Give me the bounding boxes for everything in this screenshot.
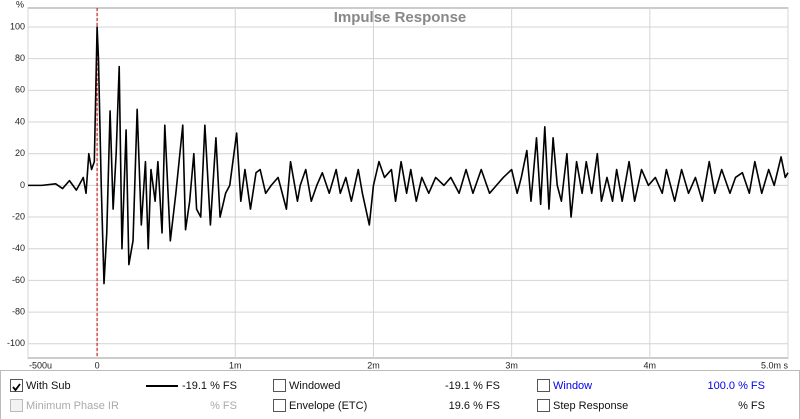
series-label[interactable]: With Sub (26, 380, 71, 392)
control-label: Minimum Phase IR (26, 400, 119, 412)
checkbox[interactable] (537, 399, 550, 412)
y-tick-label: 20 (15, 148, 25, 158)
y-tick-label: 40 (15, 116, 25, 126)
series-readout: -19.1 % FS (181, 380, 237, 392)
y-tick-label: -100 (7, 338, 25, 348)
control-readout: 19.6 % FS (448, 400, 500, 412)
control-readout: 100.0 % FS (707, 380, 765, 392)
check-mark (12, 383, 21, 392)
y-tick-label: -80 (12, 306, 25, 316)
data-line (28, 26, 789, 285)
y-unit: % (16, 0, 24, 9)
control-label[interactable]: Step Response (553, 400, 629, 412)
y-tick-label: -40 (12, 243, 25, 253)
chart-title: Impulse Response (334, 9, 467, 26)
x-tick-label: 5.0m s (761, 360, 789, 370)
control-readout: % FS (210, 400, 237, 412)
control-label[interactable]: Windowed (289, 380, 341, 392)
control-panel (0, 370, 800, 419)
chart: Impulse Response % 100 80 60 40 20 0 -20 -40 -60… (7, 0, 789, 370)
control-readout: % FS (738, 400, 765, 412)
control-label[interactable]: Window (553, 380, 593, 392)
y-tick-label: 60 (15, 85, 25, 95)
checkbox[interactable] (273, 379, 286, 392)
x-tick-label: 0 (95, 360, 100, 370)
x-tick-label: 4m (644, 360, 657, 370)
y-tick-label: 0 (20, 180, 25, 190)
control-label[interactable]: Envelope (ETC) (289, 400, 368, 412)
legend-swatch (146, 385, 178, 387)
x-tick-label: 2m (367, 360, 380, 370)
x-tick-label: 3m (505, 360, 518, 370)
x-tick-label: 1m (229, 360, 242, 370)
checkbox[interactable] (10, 379, 23, 392)
checkbox[interactable] (273, 399, 286, 412)
y-tick-label: -60 (12, 275, 25, 285)
checkbox-disabled (10, 399, 23, 412)
x-tick-label: -500u (29, 360, 52, 370)
y-tick-label: -20 (12, 211, 25, 221)
y-tick-label: 80 (15, 53, 25, 63)
checkbox[interactable] (537, 379, 550, 392)
control-readout: -19.1 % FS (444, 380, 500, 392)
y-tick-label: 100 (10, 21, 25, 31)
